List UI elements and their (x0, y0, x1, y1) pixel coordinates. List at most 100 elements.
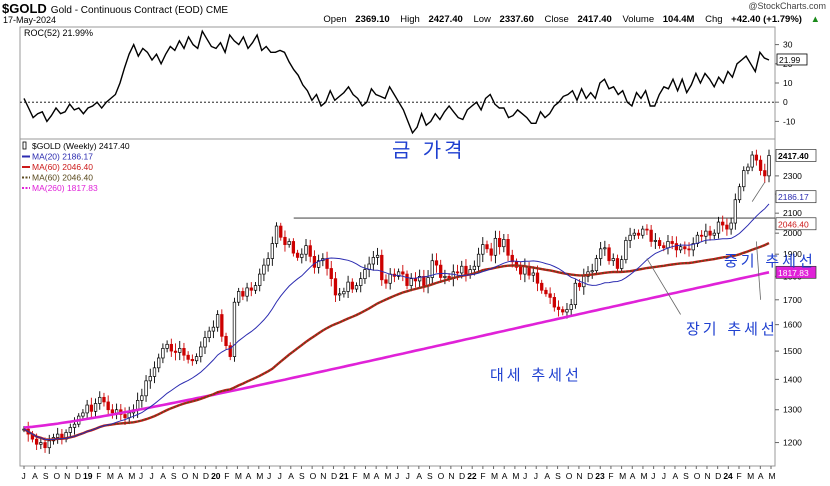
candle (695, 231, 700, 248)
candle (329, 260, 333, 287)
candle (237, 287, 241, 306)
x-tick-label: M (256, 471, 263, 481)
candle-body (700, 234, 704, 237)
candle (215, 310, 220, 332)
candle (632, 228, 636, 240)
candle (245, 282, 249, 302)
candle-body (135, 400, 140, 411)
candle (140, 388, 144, 408)
candle-body (152, 367, 157, 377)
candle (89, 397, 93, 419)
chg-label: Chg (705, 14, 723, 25)
candle-body (405, 273, 409, 286)
candle-body (211, 326, 216, 332)
candle (266, 252, 270, 272)
arrow-major-trend (646, 258, 681, 315)
annotation-major-trend: 대세 추세선 (490, 366, 582, 384)
candle-body (544, 289, 548, 295)
candle (645, 224, 649, 236)
candle-body (695, 234, 700, 244)
candle-body (721, 221, 725, 226)
candle (535, 265, 540, 292)
candle-body (93, 403, 98, 412)
candle (556, 300, 561, 317)
price-value-label: 2417.40 (778, 151, 809, 161)
candle-body (535, 272, 540, 284)
x-tick-label: 24 (723, 471, 733, 481)
candle-body (561, 309, 565, 313)
candle (737, 183, 742, 203)
candle (241, 287, 245, 301)
candle (763, 163, 767, 183)
candle-body (481, 244, 485, 255)
candle (39, 437, 43, 450)
candle (405, 270, 409, 290)
candle-body (371, 257, 376, 265)
candle (729, 217, 733, 235)
x-tick-label: M (769, 471, 776, 481)
legend-entry: $GOLD (Weekly) 2417.40 (32, 141, 130, 151)
candle (81, 409, 85, 421)
candle-body (169, 343, 173, 352)
candle (68, 423, 72, 437)
candle-body (628, 234, 632, 241)
candle-body (148, 376, 152, 382)
candle (700, 230, 704, 242)
price-value-box (775, 149, 817, 162)
candle-body (674, 243, 679, 251)
x-tick-label: S (427, 471, 433, 481)
candle (746, 163, 750, 175)
x-tick-label: J (267, 471, 271, 481)
candle-body (274, 225, 279, 244)
candle-body (173, 350, 178, 353)
candle-body (746, 166, 750, 171)
candle-body (266, 258, 270, 266)
candle-body (434, 260, 439, 266)
candle-body (506, 239, 510, 256)
legend-entry: MA(60) 2046.40 (32, 162, 93, 172)
x-tick-label: M (235, 471, 242, 481)
candle-body (573, 282, 578, 305)
x-tick-label: F (224, 471, 229, 481)
candle (523, 258, 527, 283)
candle (60, 428, 64, 445)
x-tick-label: O (182, 471, 189, 481)
candle (708, 225, 712, 241)
candle (56, 427, 60, 444)
candle (295, 249, 300, 261)
price-tick-label: 1700 (783, 295, 802, 305)
candle (607, 243, 611, 265)
candle-body (645, 228, 649, 231)
candle-body (594, 258, 599, 272)
candle (502, 233, 506, 253)
x-tick-label: A (118, 471, 124, 481)
candle-body (401, 271, 405, 275)
price-tick-label: 1900 (783, 249, 802, 259)
volume-label: Volume (622, 14, 655, 25)
candle (287, 238, 291, 248)
candle-body (85, 404, 89, 414)
candle-body (531, 272, 535, 276)
candle (47, 434, 51, 454)
price-value-label: 1817.83 (778, 268, 809, 278)
candle-body (287, 241, 291, 245)
x-tick-label: S (683, 471, 689, 481)
candle-body (350, 281, 354, 290)
x-tick-label: J (406, 471, 410, 481)
price-tick-label: 2100 (783, 208, 802, 218)
x-tick-label: F (352, 471, 357, 481)
price-value-box (775, 190, 817, 204)
candle (687, 242, 691, 257)
candle (485, 240, 489, 253)
candle-body (497, 237, 502, 248)
candle (165, 340, 169, 353)
annotation-mid-trend: 중기 추세선 (724, 252, 816, 270)
candle-body (279, 225, 283, 238)
low-value: 2337.60 (499, 14, 534, 25)
candle (316, 254, 321, 274)
x-tick-label: M (363, 471, 370, 481)
candle (232, 297, 237, 362)
candle (615, 254, 620, 273)
candle (439, 259, 443, 283)
